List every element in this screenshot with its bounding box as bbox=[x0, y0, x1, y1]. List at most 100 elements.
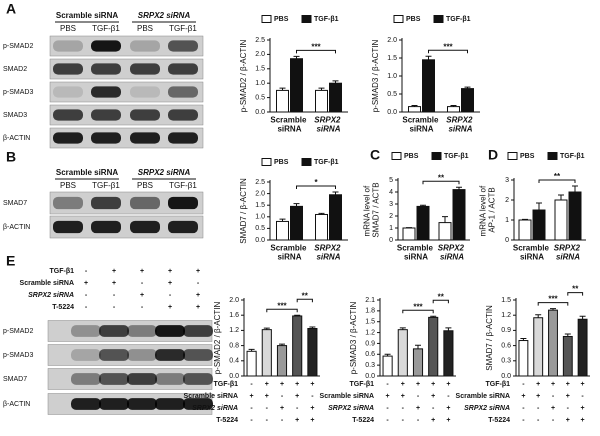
blot-band bbox=[168, 220, 198, 234]
y-tick-label: 0.3 bbox=[501, 358, 511, 365]
error-bar bbox=[279, 218, 286, 222]
blot-group-label: Scramble siRNA bbox=[56, 168, 118, 177]
blot-lane-label: TGF-β1 bbox=[169, 24, 197, 33]
y-tick-label: 1.0 bbox=[255, 214, 265, 221]
condition-sign: - bbox=[141, 280, 144, 287]
blot-lane-label: PBS bbox=[60, 181, 76, 190]
significance-bracket bbox=[296, 298, 313, 303]
blot-lane-label: TGF-β1 bbox=[92, 24, 120, 33]
y-tick-label: 0.4 bbox=[229, 358, 239, 365]
blot-row-label: β-ACTIN bbox=[3, 401, 30, 408]
condition-sign: - bbox=[85, 268, 88, 275]
bar bbox=[246, 350, 257, 377]
y-axis-label: mRNA level of SMAD7 / ACTB bbox=[363, 182, 381, 237]
condition-sign: - bbox=[266, 417, 269, 424]
y-tick-label: 1.5 bbox=[365, 319, 375, 326]
condition-sign: - bbox=[432, 405, 435, 412]
condition-sign: + bbox=[566, 417, 570, 424]
y-tick-label: 0.0 bbox=[229, 373, 239, 380]
significance-bracket bbox=[432, 299, 449, 304]
bar bbox=[290, 58, 303, 113]
blot-band bbox=[99, 398, 129, 410]
condition-sign: + bbox=[310, 381, 314, 388]
condition-sign: + bbox=[536, 381, 540, 388]
error-bar bbox=[535, 314, 542, 318]
error-bar bbox=[564, 333, 571, 337]
condition-sign: + bbox=[196, 292, 200, 299]
bar bbox=[292, 315, 303, 377]
error-bar bbox=[332, 80, 339, 84]
condition-sign: + bbox=[446, 417, 450, 424]
y-tick-label: 2.5 bbox=[255, 179, 265, 186]
bar bbox=[577, 318, 588, 377]
error-bar bbox=[558, 194, 564, 200]
blot-band bbox=[127, 373, 157, 385]
legend-swatch bbox=[547, 152, 558, 160]
condition-sign: + bbox=[581, 417, 585, 424]
blot-lane-label: TGF-β1 bbox=[92, 181, 120, 190]
significance-bracket bbox=[567, 292, 584, 296]
significance-label: ** bbox=[572, 285, 579, 294]
y-tick-label: 3 bbox=[389, 201, 393, 208]
condition-sign: - bbox=[296, 405, 299, 412]
blot-row-label: p-SMAD2 bbox=[3, 328, 33, 335]
legend-swatch bbox=[507, 152, 518, 160]
blot-strip bbox=[49, 35, 204, 57]
condition-sign: + bbox=[581, 405, 585, 412]
x-tick-label: SRPX2 siRNA bbox=[446, 116, 474, 134]
error-bar bbox=[318, 212, 325, 215]
x-tick-label: Scramble siRNA bbox=[270, 244, 308, 262]
condition-sign: + bbox=[168, 280, 172, 287]
y-tick-label: 2 bbox=[389, 213, 393, 220]
y-tick-label: 0.9 bbox=[365, 340, 375, 347]
y-tick-label: 2 bbox=[505, 197, 509, 204]
condition-sign: + bbox=[551, 381, 555, 388]
x-tick-label: Scramble siRNA bbox=[270, 116, 308, 134]
bar bbox=[261, 329, 272, 377]
condition-sign: + bbox=[310, 405, 314, 412]
blot-band bbox=[183, 349, 213, 361]
y-tick-label: 1.2 bbox=[229, 327, 239, 334]
condition-sign: - bbox=[522, 417, 525, 424]
condition-sign: - bbox=[552, 417, 555, 424]
bar bbox=[276, 89, 289, 113]
blot-row-label: SMAD7 bbox=[3, 200, 27, 207]
condition-sign: + bbox=[168, 304, 172, 311]
blot-band bbox=[155, 325, 185, 337]
condition-sign: + bbox=[140, 268, 144, 275]
condition-label: SRPX2 siRNA bbox=[28, 292, 74, 299]
blot-band bbox=[53, 220, 83, 234]
blot-band bbox=[130, 40, 160, 52]
condition-sign: + bbox=[168, 268, 172, 275]
blot-lane-label: PBS bbox=[60, 24, 76, 33]
x-tick-label: SRPX2 siRNA bbox=[554, 244, 582, 262]
blot-strip bbox=[49, 58, 204, 80]
legend-label: PBS bbox=[274, 159, 289, 166]
blot-band bbox=[168, 40, 198, 52]
y-tick-label: 1.5 bbox=[501, 297, 511, 304]
y-tick-label: 2.5 bbox=[255, 37, 265, 44]
error-bar bbox=[430, 315, 437, 318]
blot-band bbox=[53, 132, 83, 144]
x-tick-label: SRPX2 siRNA bbox=[314, 244, 342, 262]
legend-label: TGF-β1 bbox=[446, 16, 471, 23]
blot-band bbox=[91, 220, 121, 234]
x-tick-label: Scramble siRNA bbox=[397, 244, 435, 262]
significance-label: *** bbox=[413, 302, 423, 311]
condition-sign: + bbox=[295, 381, 299, 388]
condition-sign: - bbox=[537, 417, 540, 424]
significance-bracket bbox=[296, 185, 336, 189]
blot-band bbox=[53, 109, 83, 121]
blot-row-label: SMAD7 bbox=[3, 376, 27, 383]
legend-label: PBS bbox=[274, 16, 289, 23]
error-bar bbox=[309, 326, 316, 329]
condition-sign: + bbox=[295, 393, 299, 400]
blot-row-label: p-SMAD3 bbox=[3, 89, 33, 96]
x-tick-label: SRPX2 siRNA bbox=[438, 244, 466, 262]
blot-group-label: Scramble siRNA bbox=[56, 11, 118, 20]
blot-lane-label: PBS bbox=[137, 24, 153, 33]
blot-band bbox=[53, 63, 83, 75]
y-tick-label: 2.0 bbox=[387, 37, 397, 44]
condition-sign: - bbox=[447, 393, 450, 400]
bar bbox=[443, 330, 454, 377]
